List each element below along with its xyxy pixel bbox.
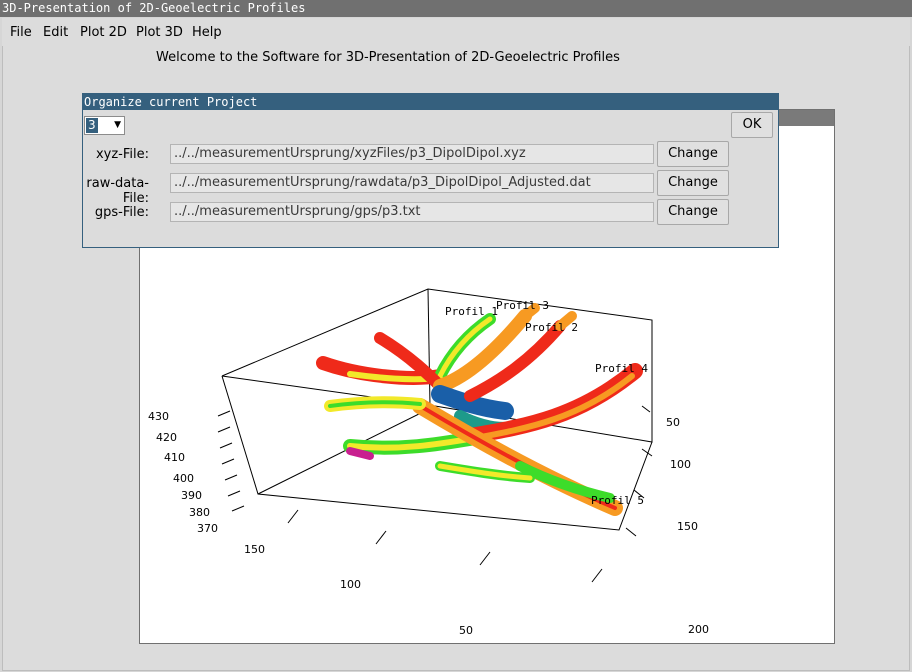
menu-plot-3d[interactable]: Plot 3D: [136, 25, 183, 40]
profile-label: Profil 4: [595, 362, 648, 375]
menu-bar: File Edit Plot 2D Plot 3D Help: [2, 18, 910, 46]
raw-data-file-label: raw-data-File:: [86, 176, 149, 206]
y-tick-label: 100: [670, 458, 691, 471]
organize-project-dialog: Organize current Project 3 ▼ OK xyz-File…: [82, 93, 779, 248]
x-tick-label: 100: [340, 578, 361, 591]
z-tick-label: 430: [148, 410, 169, 423]
project-select-value: 3: [86, 118, 98, 133]
profile-label: Profil 1: [445, 305, 498, 318]
y-tick-label: 150: [677, 520, 698, 533]
window-title: 3D-Presentation of 2D-Geoelectric Profil…: [2, 1, 306, 15]
z-tick-label: 400: [173, 472, 194, 485]
welcome-text: Welcome to the Software for 3D-Presentat…: [156, 50, 620, 65]
gps-file-label: gps-File:: [94, 205, 149, 220]
ok-button[interactable]: OK: [731, 112, 773, 138]
raw-data-file-path-field[interactable]: ../../measurementUrsprung/rawdata/p3_Dip…: [170, 173, 654, 193]
y-tick-label: 200: [688, 623, 709, 636]
gps-file-path-field[interactable]: ../../measurementUrsprung/gps/p3.txt: [170, 202, 654, 222]
menu-plot-2d[interactable]: Plot 2D: [80, 25, 127, 40]
menu-help[interactable]: Help: [192, 25, 222, 40]
project-select[interactable]: 3 ▼: [84, 116, 125, 135]
change-gps-file-button[interactable]: Change: [657, 199, 729, 225]
z-tick-label: 370: [197, 522, 218, 535]
profile-ribbons: [316, 303, 643, 516]
window-titlebar: 3D-Presentation of 2D-Geoelectric Profil…: [0, 0, 912, 17]
y-tick-label: 50: [666, 416, 680, 429]
x-tick-label: 50: [459, 624, 473, 637]
change-raw-data-file-button[interactable]: Change: [657, 170, 729, 196]
z-tick-label: 380: [189, 506, 210, 519]
profile-label: Profil 3: [496, 299, 549, 312]
chevron-down-icon[interactable]: ▼: [114, 120, 121, 130]
z-tick-label: 390: [181, 489, 202, 502]
xyz-file-path-field[interactable]: ../../measurementUrsprung/xyzFiles/p3_Di…: [170, 144, 654, 164]
profile-label: Profil 2: [525, 321, 578, 334]
change-xyz-file-button[interactable]: Change: [657, 141, 729, 167]
profile-label: Profil 5: [591, 494, 644, 507]
menu-edit[interactable]: Edit: [43, 25, 69, 40]
z-tick-label: 420: [156, 431, 177, 444]
menu-file[interactable]: File: [10, 25, 32, 40]
x-tick-label: 150: [244, 543, 265, 556]
z-tick-label: 410: [164, 451, 185, 464]
plot-3d-canvas[interactable]: 430 420 410 400 390 380 370 150 100 50 5…: [140, 126, 834, 644]
xyz-file-label: xyz-File:: [95, 147, 149, 162]
plot-ticks: [217, 405, 653, 583]
dialog-title: Organize current Project: [83, 94, 778, 110]
